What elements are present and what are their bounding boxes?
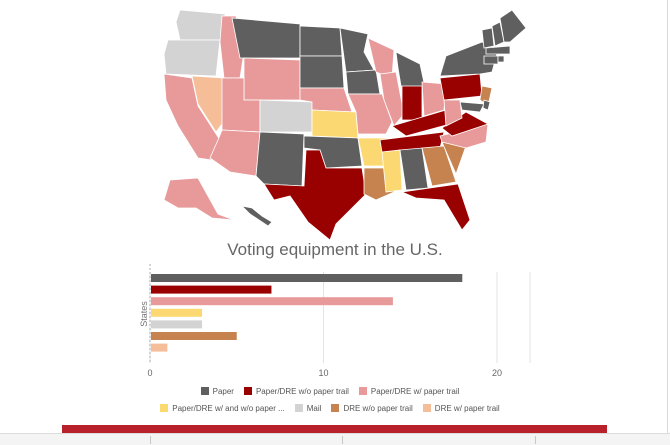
legend-item[interactable]: DRE w/ paper trail — [422, 400, 500, 417]
state-md[interactable] — [459, 101, 485, 113]
map-svg — [163, 9, 527, 240]
legend-label: Mail — [306, 404, 322, 413]
state-fl[interactable] — [400, 183, 471, 231]
legend-label: Paper/DRE w/ and w/o paper ... — [172, 404, 285, 413]
strip-separator — [535, 436, 536, 444]
bar-3[interactable] — [151, 297, 393, 306]
state-il[interactable] — [379, 71, 405, 127]
state-hi[interactable] — [240, 205, 273, 227]
x-tick-label: 20 — [492, 368, 502, 378]
state-oh[interactable] — [421, 81, 447, 117]
legend-item[interactable]: Paper/DRE w/o paper trail — [243, 383, 349, 400]
strip-separator — [150, 436, 151, 444]
legend-item[interactable]: Paper/DRE w/ paper trail — [358, 383, 460, 400]
legend-label: Paper/DRE w/ paper trail — [370, 387, 460, 396]
legend-swatch — [243, 387, 252, 395]
footer-accent-bar — [62, 425, 607, 433]
state-me[interactable] — [499, 9, 527, 43]
state-mn[interactable] — [339, 27, 375, 73]
bottom-strip — [0, 433, 670, 445]
state-wv[interactable] — [443, 99, 463, 127]
legend-label: Paper/DRE w/o paper trail — [255, 387, 349, 396]
bar-5[interactable] — [151, 320, 203, 329]
state-ri[interactable] — [497, 55, 505, 63]
legend-swatch — [294, 404, 303, 412]
window-edge — [667, 0, 668, 444]
legend-swatch — [358, 387, 367, 395]
legend-label: DRE w/o paper trail — [343, 404, 413, 413]
state-ak[interactable] — [163, 177, 235, 221]
state-ca[interactable] — [163, 73, 221, 161]
legend-swatch — [422, 404, 431, 412]
state-ga[interactable] — [421, 145, 457, 187]
chart-legend: Paper Paper/DRE w/o paper trail Paper/DRE … — [140, 383, 520, 417]
bar-7[interactable] — [151, 343, 168, 352]
state-ms[interactable] — [381, 149, 403, 193]
legend-item[interactable]: Mail — [294, 400, 322, 417]
us-voting-equipment-map — [140, 8, 530, 240]
legend-swatch — [160, 404, 169, 412]
legend-item[interactable]: DRE w/o paper trail — [331, 400, 413, 417]
y-axis-title: States — [139, 301, 149, 327]
x-tick-label: 10 — [318, 368, 328, 378]
legend-label: DRE w/ paper trail — [434, 404, 500, 413]
state-nv[interactable] — [191, 75, 225, 133]
bar-6[interactable] — [151, 332, 237, 340]
state-de[interactable] — [482, 99, 491, 111]
x-tick-label: 0 — [147, 368, 152, 378]
state-vt[interactable] — [481, 27, 495, 49]
legend-label: Paper — [212, 387, 234, 396]
bar-4[interactable] — [151, 308, 203, 317]
legend-swatch — [331, 404, 340, 412]
state-ma[interactable] — [485, 45, 511, 55]
bar-1[interactable] — [151, 274, 463, 282]
state-mo[interactable] — [347, 93, 393, 135]
state-ct[interactable] — [483, 55, 499, 65]
state-or[interactable] — [163, 39, 221, 77]
legend-item[interactable]: Paper/DRE w/ and w/o paper ... — [160, 400, 285, 417]
legend-item[interactable]: Paper — [200, 383, 234, 400]
state-tx[interactable] — [263, 149, 367, 240]
strip-separator — [342, 436, 343, 444]
legend-swatch — [200, 387, 209, 395]
state-ny[interactable] — [439, 41, 499, 77]
chart-title: Voting equipment in the U.S. — [227, 240, 443, 259]
bar-2[interactable] — [151, 285, 272, 294]
